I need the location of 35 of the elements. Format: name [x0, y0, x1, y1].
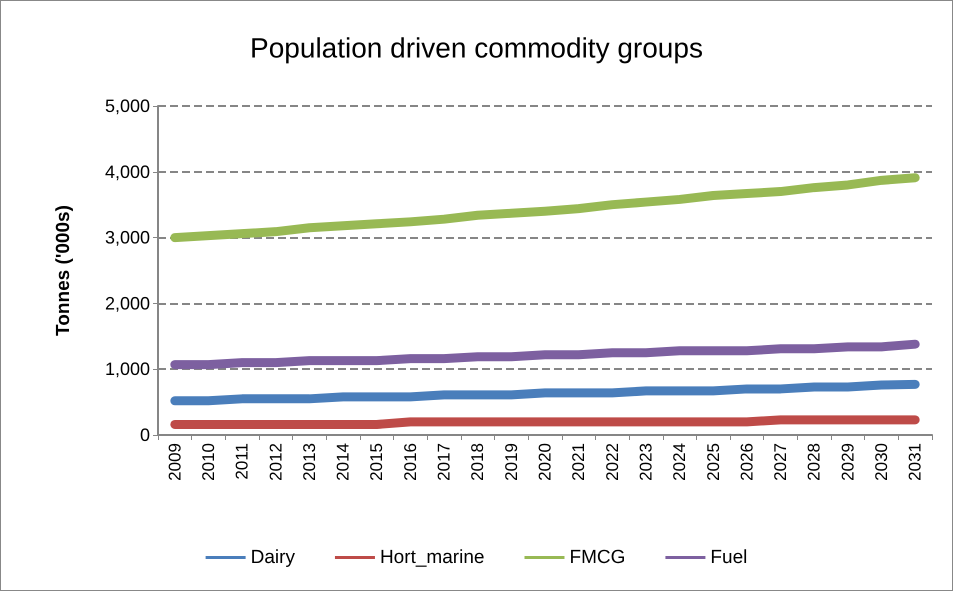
x-tick-label: 2009 [165, 443, 184, 481]
y-axis-title: Tonnes ('000s) [53, 205, 74, 336]
x-tick-label: 2013 [300, 443, 319, 481]
x-tick-label: 2024 [670, 443, 690, 481]
x-tick-label: 2010 [198, 443, 218, 481]
x-tick-label: 2017 [434, 443, 454, 481]
x-tick-label: 2012 [266, 443, 286, 481]
x-tick-label: 2026 [737, 443, 756, 481]
x-tick-label: 2021 [569, 443, 588, 481]
x-tick-label: 2028 [804, 443, 824, 481]
y-tick-label: 1,000 [104, 359, 150, 380]
x-tick-label: 2014 [334, 443, 353, 481]
chart-title: Population driven commodity groups [250, 32, 703, 64]
y-tick-label: 4,000 [104, 162, 150, 182]
x-tick-label: 2015 [367, 443, 386, 481]
x-tick-label: 2030 [872, 443, 892, 481]
x-tick-label: 2031 [906, 443, 925, 481]
x-tick-label: 2029 [838, 443, 858, 481]
x-tick-label: 2019 [502, 443, 521, 481]
x-tick-label: 2025 [704, 443, 723, 481]
y-tick-label: 5,000 [104, 96, 150, 116]
x-tick-label: 2011 [232, 443, 252, 480]
legend-label: Fuel [710, 547, 748, 568]
legend-label: Dairy [250, 547, 296, 568]
x-tick-label: 2022 [602, 443, 622, 481]
y-tick-label: 3,000 [104, 228, 150, 248]
x-tick-label: 2027 [771, 443, 790, 481]
x-tick-label: 2018 [468, 443, 488, 481]
legend-label: FMCG [569, 547, 626, 568]
legend-label: Hort_marine [380, 547, 484, 568]
y-tick-label: 0 [140, 425, 150, 445]
x-tick-label: 2020 [536, 443, 554, 481]
x-tick-label: 2023 [636, 443, 656, 481]
x-tick-label: 2016 [400, 443, 420, 481]
y-tick-label: 2,000 [104, 293, 150, 314]
